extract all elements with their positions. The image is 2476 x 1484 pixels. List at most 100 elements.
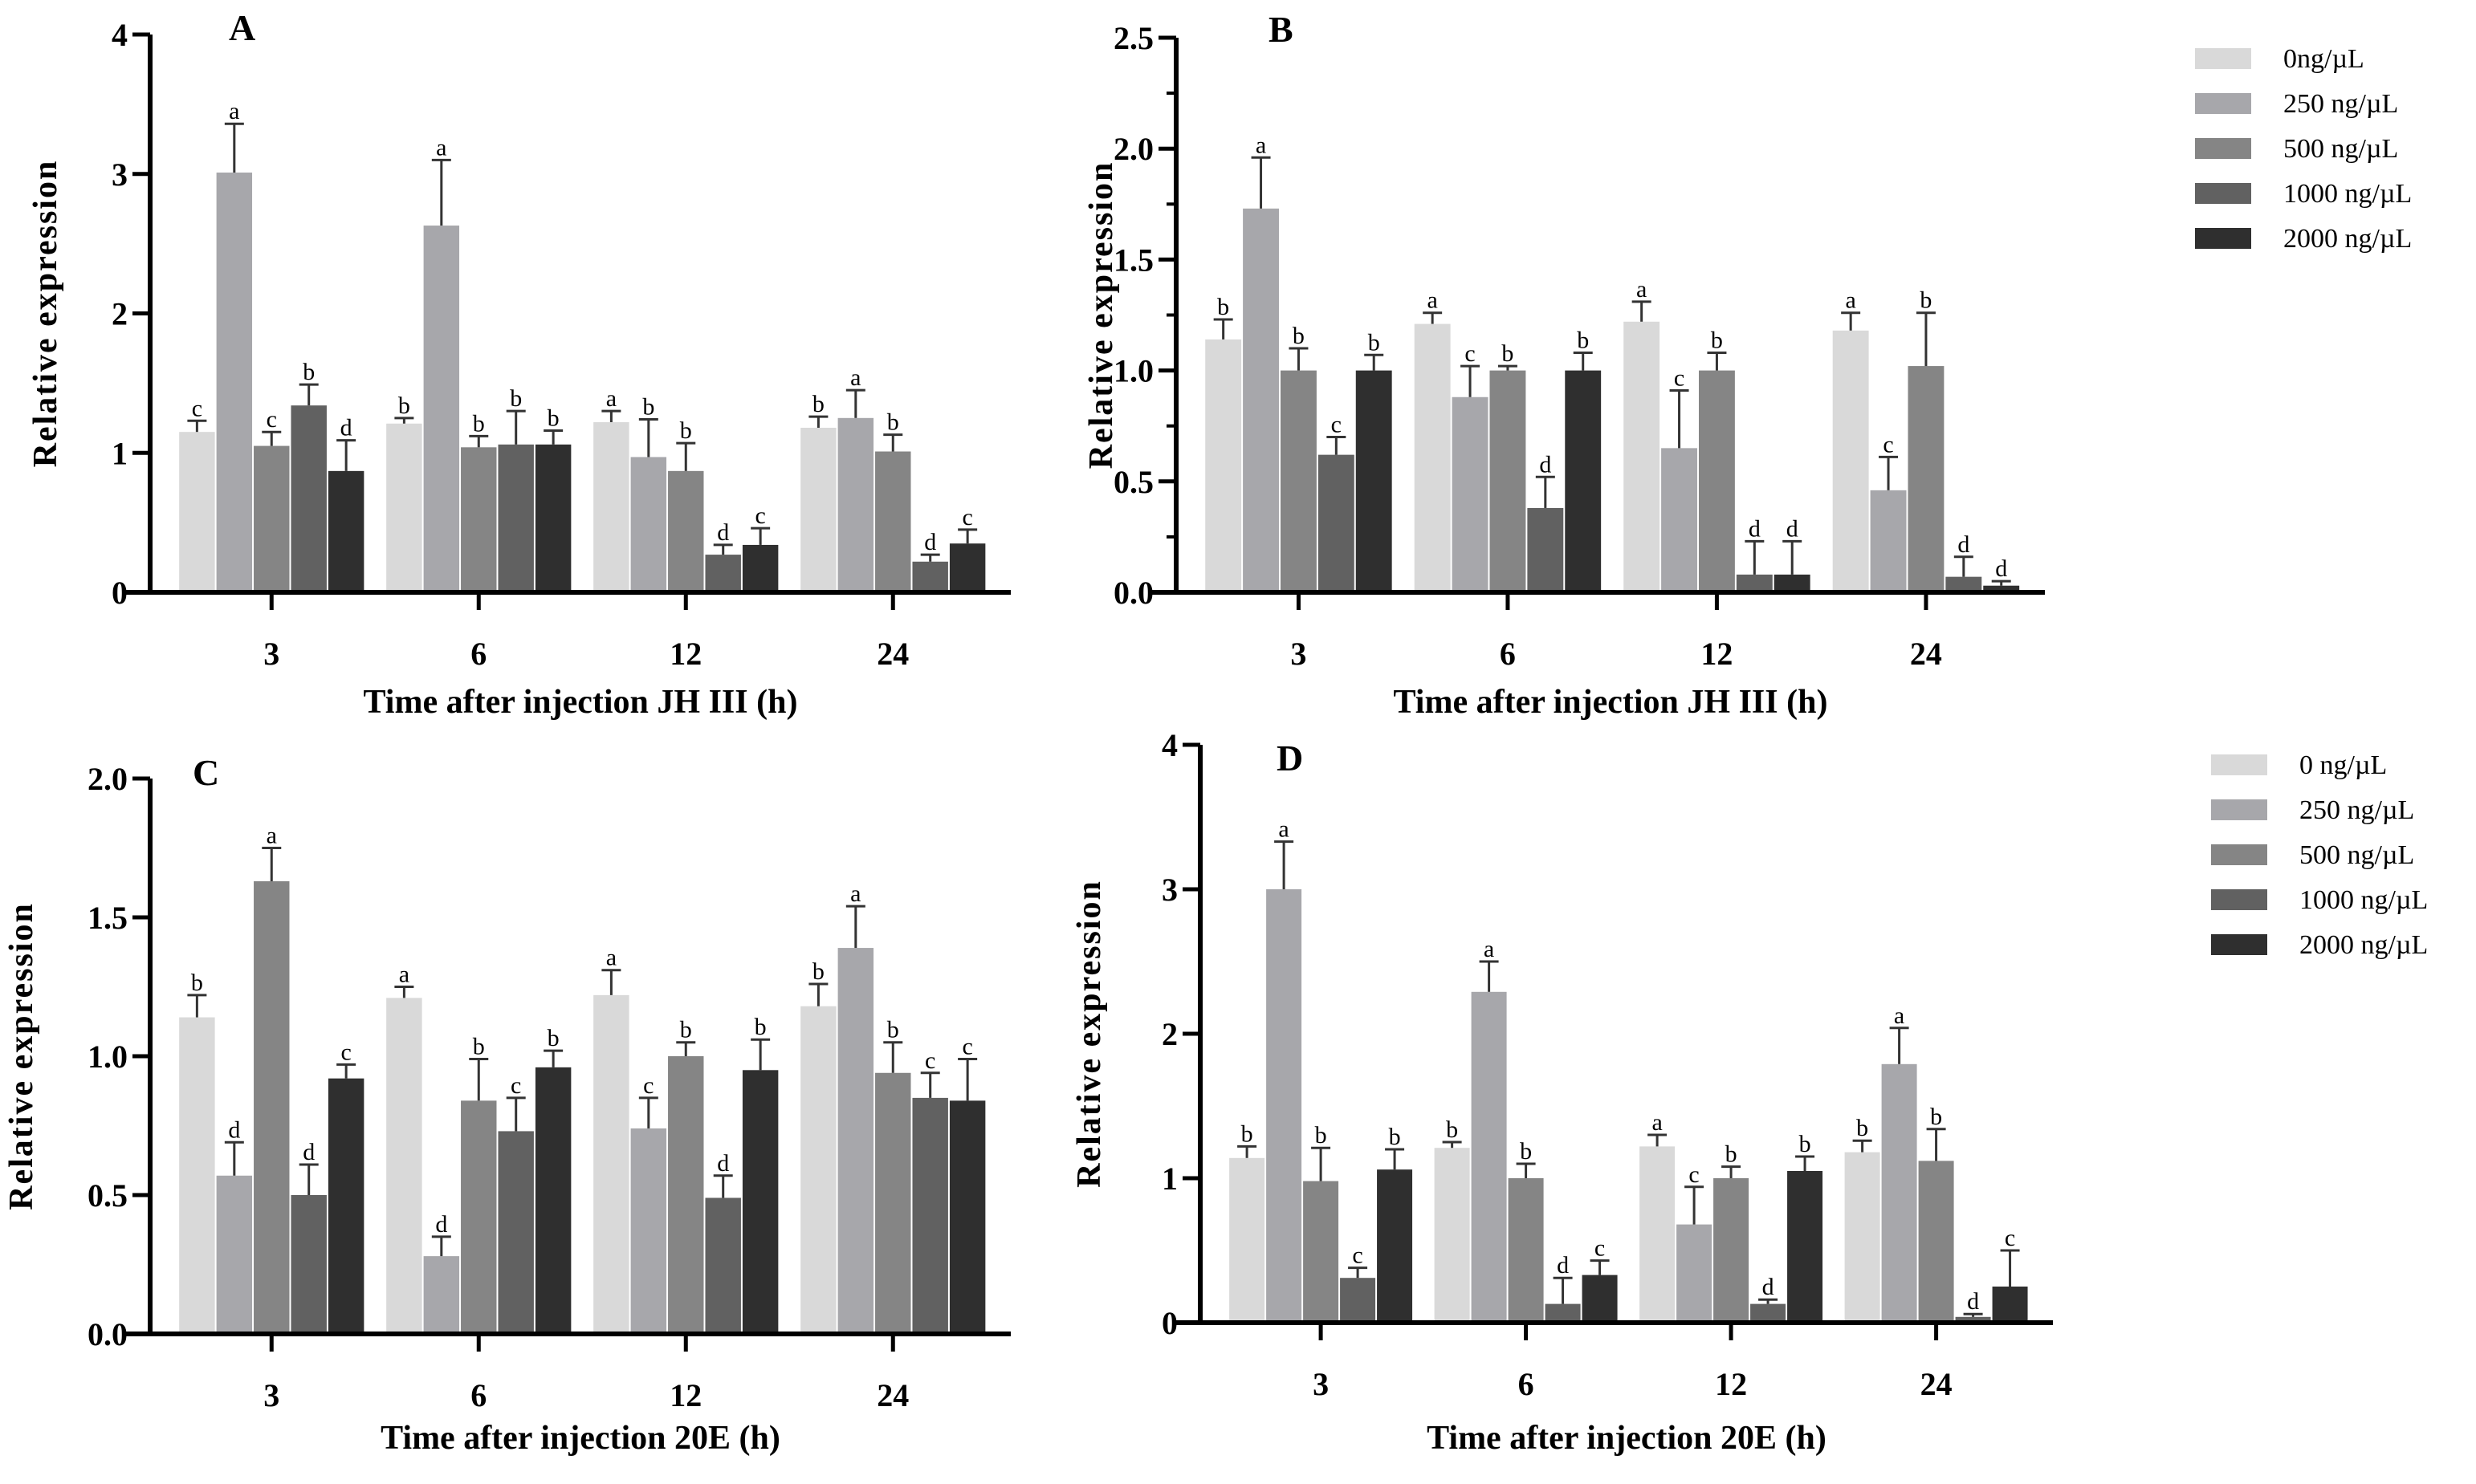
- x-tick-label: 3: [263, 636, 279, 672]
- bar: [742, 544, 779, 590]
- x-tick-label: 6: [470, 636, 487, 672]
- significance-letter: a: [606, 385, 617, 412]
- x-tick-label: 24: [1910, 636, 1942, 672]
- significance-letter: d: [1762, 1274, 1774, 1300]
- bar: [800, 1006, 837, 1332]
- significance-letter: c: [1352, 1242, 1362, 1269]
- x-tick-label: 24: [1920, 1366, 1953, 1402]
- bar: [1945, 576, 1982, 590]
- bar: [1639, 1146, 1676, 1320]
- significance-letter: d: [1967, 1288, 1979, 1315]
- x-tick-label: 12: [670, 636, 702, 672]
- bar: [837, 948, 874, 1332]
- panel-label: C: [193, 752, 219, 793]
- y-tick-label: 2.0: [88, 761, 128, 797]
- significance-letter: a: [1845, 287, 1855, 314]
- bar: [593, 422, 629, 590]
- significance-letter: b: [398, 392, 410, 419]
- bar: [1205, 339, 1242, 590]
- x-tick-label: 3: [1290, 636, 1306, 672]
- significance-letter: b: [812, 391, 825, 417]
- y-axis-title: Relative expression: [1083, 161, 1120, 470]
- bar: [630, 1128, 667, 1332]
- y-tick-label: 4: [112, 17, 128, 53]
- x-tick-label: 12: [670, 1377, 702, 1413]
- significance-letter: b: [1520, 1138, 1532, 1165]
- bar: [461, 447, 497, 590]
- y-tick-label: 0: [112, 575, 128, 611]
- bar: [1471, 991, 1507, 1320]
- y-tick-label: 3: [1162, 872, 1178, 908]
- significance-letter: b: [473, 1033, 485, 1059]
- significance-letter: d: [1539, 451, 1551, 478]
- legend-label: 250 ng/µL: [2283, 89, 2398, 119]
- significance-letter: c: [962, 504, 972, 531]
- significance-letter: b: [1389, 1124, 1401, 1150]
- significance-letter: d: [1749, 515, 1761, 542]
- significance-letter: a: [1484, 936, 1494, 962]
- y-axis-title: Relative expression: [27, 160, 64, 468]
- bar: [179, 432, 215, 590]
- x-tick-label: 12: [1700, 636, 1733, 672]
- significance-letter: a: [229, 98, 239, 124]
- bar: [875, 451, 911, 590]
- bar: [535, 444, 572, 590]
- significance-letter: b: [1446, 1116, 1458, 1143]
- significance-letter: b: [1293, 323, 1305, 349]
- significance-letter: d: [717, 1150, 729, 1177]
- significance-letter: c: [755, 502, 765, 529]
- legend-swatch: [2195, 48, 2251, 69]
- significance-letter: c: [511, 1072, 521, 1099]
- significance-letter: b: [1856, 1115, 1868, 1141]
- legend-label: 0 ng/µL: [2299, 750, 2387, 780]
- bar: [1266, 889, 1302, 1320]
- bar: [1355, 370, 1392, 590]
- x-axis-title: Time after injection 20E (h): [381, 1420, 780, 1457]
- significance-letter: b: [1315, 1122, 1327, 1149]
- significance-letter: b: [812, 958, 825, 985]
- significance-letter: b: [191, 970, 203, 996]
- significance-letter: b: [1501, 340, 1513, 367]
- y-tick-label: 1.5: [88, 900, 128, 936]
- bar: [386, 998, 422, 1332]
- bar: [875, 1072, 911, 1332]
- bar: [1676, 1224, 1712, 1320]
- legend-label: 250 ng/µL: [2299, 795, 2414, 825]
- bar: [949, 543, 986, 590]
- bar: [498, 1131, 534, 1332]
- significance-letter: d: [303, 1139, 315, 1165]
- legend-label: 0ng/µL: [2283, 44, 2364, 74]
- significance-letter: c: [192, 395, 202, 421]
- chart-panel-c: 0.00.51.01.52.03bdadc6adbcb12acbdb24babc…: [3, 752, 1011, 1457]
- bar: [498, 444, 534, 590]
- significance-letter: b: [755, 1014, 767, 1040]
- bar: [1243, 208, 1279, 590]
- legend-swatch: [2195, 93, 2251, 114]
- x-tick-label: 3: [1313, 1366, 1329, 1402]
- significance-letter: b: [1920, 287, 1932, 314]
- x-tick-label: 3: [263, 1377, 279, 1413]
- bar: [1229, 1157, 1265, 1320]
- significance-letter: b: [1930, 1104, 1942, 1130]
- significance-letter: b: [680, 1017, 692, 1043]
- significance-letter: c: [340, 1039, 351, 1065]
- significance-letter: d: [435, 1211, 447, 1238]
- significance-letter: a: [267, 823, 277, 849]
- bar: [291, 405, 327, 590]
- significance-letter: d: [228, 1116, 240, 1143]
- significance-letter: c: [1883, 431, 1893, 457]
- y-tick-label: 0.0: [88, 1316, 128, 1352]
- bar: [800, 427, 837, 590]
- significance-letter: b: [1725, 1141, 1737, 1168]
- significance-letter: b: [1577, 327, 1589, 353]
- bar: [705, 555, 741, 590]
- y-tick-label: 0.5: [88, 1177, 128, 1214]
- bar: [1317, 454, 1354, 590]
- legend-label: 500 ng/µL: [2299, 840, 2414, 870]
- bar: [1787, 1171, 1823, 1320]
- significance-letter: b: [1711, 327, 1723, 353]
- bar: [912, 1097, 948, 1332]
- bar: [1992, 1287, 2028, 1320]
- bar: [1736, 574, 1773, 590]
